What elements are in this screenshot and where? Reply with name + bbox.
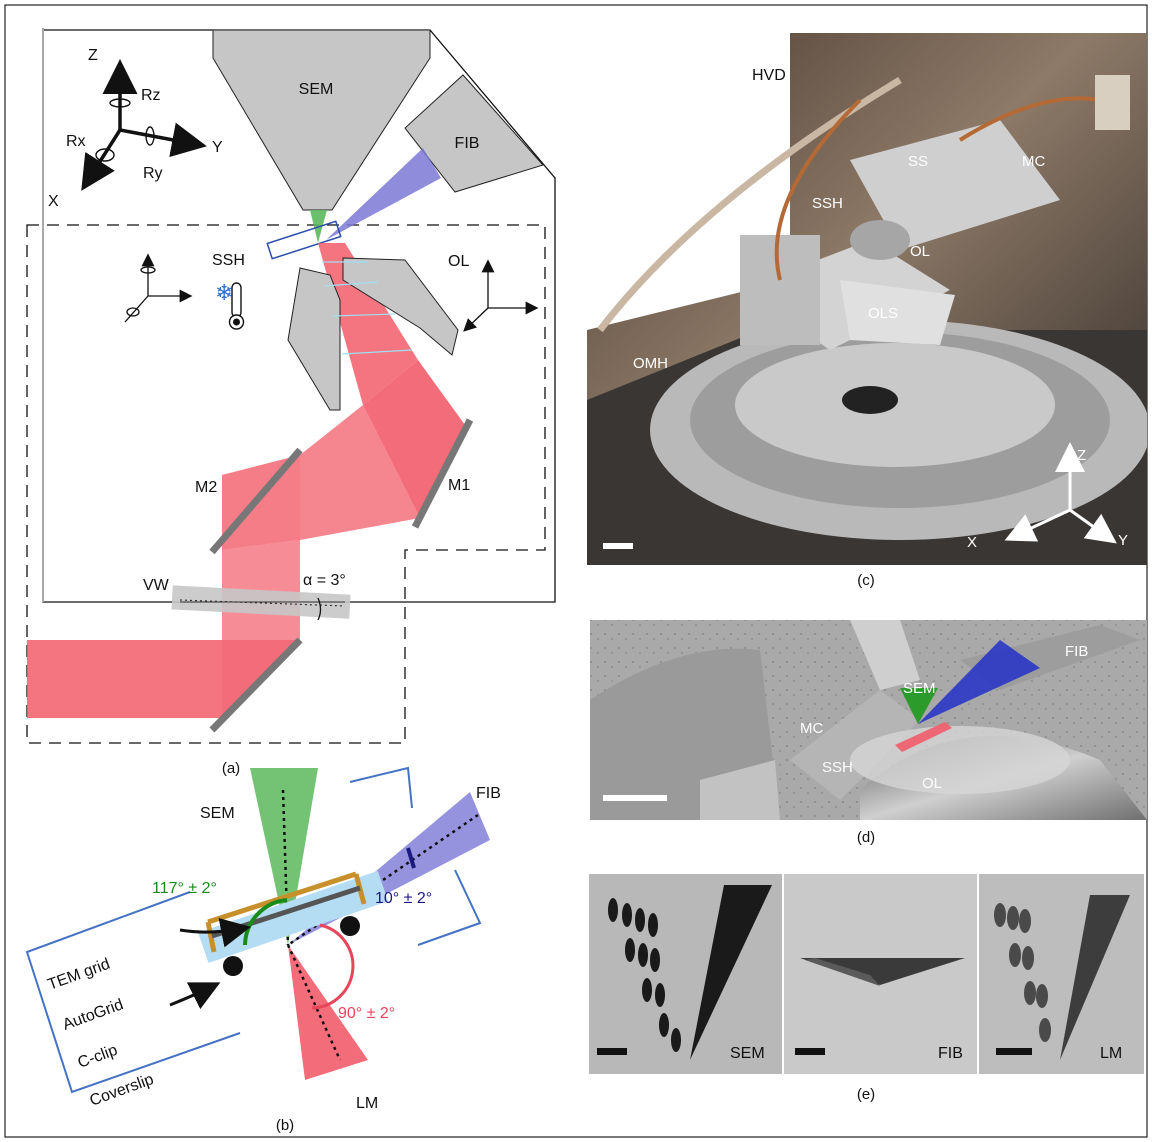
c-hvd-label: HVD	[752, 67, 786, 84]
autogrid-label: AutoGrid	[61, 996, 126, 1034]
sem-axis-dotted	[281, 789, 290, 946]
m1-label: M1	[448, 477, 470, 494]
axis-x-label: X	[48, 193, 59, 210]
b-sem-label: SEM	[200, 805, 235, 822]
e-tile-fib: FIB	[784, 874, 977, 1074]
c-ols-label: OLS	[868, 305, 898, 322]
e-sem-label: SEM	[730, 1045, 765, 1062]
d-sem-label: SEM	[903, 680, 936, 697]
panel-c-photo: Z X Y HVD SS MC SSH OL OLS OMH (c)	[587, 33, 1147, 589]
e-lm-label: LM	[1100, 1045, 1122, 1062]
stage-dashed-region	[26, 224, 546, 744]
axis-y-label: Y	[212, 139, 223, 156]
outer-frame	[4, 4, 1148, 1138]
cclip-left	[223, 956, 243, 976]
ssh-triad	[124, 253, 193, 323]
c-ss-label: SS	[908, 153, 928, 170]
m2-label: M2	[195, 479, 217, 496]
ol-triad	[463, 259, 539, 332]
axis-ry-label: Ry	[143, 165, 163, 182]
caption-c: (c)	[857, 572, 875, 589]
cclip-label: C-clip	[76, 1042, 120, 1072]
mirror-m1	[411, 418, 474, 529]
d-fib-label: FIB	[1065, 643, 1088, 660]
axis-triad-main: Z Y X Rz Rx Ry	[48, 47, 223, 210]
e-tile-lm: LM	[979, 874, 1144, 1074]
laser-path	[27, 243, 465, 718]
caption-b: (b)	[276, 1117, 294, 1134]
sample-holder-box	[266, 220, 342, 260]
d-lm-spot	[895, 722, 952, 752]
lens-lines	[322, 261, 413, 355]
angle-117-label: 117° ± 2°	[152, 880, 217, 897]
c-axis-y: Y	[1118, 532, 1128, 549]
panel-d-photo: SEM FIB MC SSH OL (d)	[590, 620, 1147, 846]
arc-90	[311, 923, 355, 1010]
blue-bracket-frame	[25, 766, 482, 1094]
panel-b: SEM FIB LM 117° ± 2° 10° ± 2° 90° ± 2° T…	[25, 766, 501, 1134]
fib-label: FIB	[455, 135, 480, 152]
axis-z-label: Z	[88, 47, 98, 64]
lm-cone	[288, 945, 368, 1080]
ssh-label: SSH	[212, 252, 245, 269]
angle-90-label: 90° ± 2°	[338, 1005, 395, 1022]
d-fib-cone	[918, 640, 1040, 724]
angle-10-label: 10° ± 2°	[375, 890, 432, 907]
snowflake-icon: ❄	[215, 281, 233, 306]
c-axis-x: X	[967, 534, 977, 551]
c-mc-label: MC	[1022, 153, 1045, 170]
sem-cone	[250, 768, 318, 945]
axis-rx-label: Rx	[66, 133, 86, 150]
panel-e: SEM FIB LM (e)	[589, 874, 1144, 1103]
alpha-label: α = 3°	[303, 572, 346, 589]
b-lm-label: LM	[356, 1095, 378, 1112]
ol-label: OL	[448, 253, 469, 270]
cclip-right	[340, 916, 360, 936]
mirror-m2	[209, 447, 303, 555]
d-ssh-label: SSH	[822, 759, 853, 776]
c-ol-label: OL	[910, 243, 930, 260]
vw-label: VW	[143, 577, 170, 594]
axis-rz-label: Rz	[141, 87, 161, 104]
coverslip-label: Coverslip	[88, 1071, 157, 1110]
caption-d: (d)	[857, 829, 875, 846]
fib-column	[404, 74, 544, 193]
e-tile-sem: SEM	[589, 874, 782, 1074]
d-mc-label: MC	[800, 720, 823, 737]
thermometer-icon	[228, 282, 245, 330]
lm-axis-dotted	[286, 944, 342, 1061]
fib-beam	[326, 148, 441, 240]
mirror-lower	[209, 637, 303, 733]
d-ol-label: OL	[922, 775, 942, 792]
panel-a: SEM FIB M1	[26, 28, 556, 777]
b-fib-label: FIB	[476, 785, 501, 802]
c-ssh-label: SSH	[812, 195, 843, 212]
sem-label: SEM	[299, 81, 334, 98]
c-omh-label: OMH	[633, 355, 668, 372]
e-fib-label: FIB	[938, 1045, 963, 1062]
caption-a: (a)	[222, 760, 240, 777]
tem-grid-label: TEM grid	[46, 956, 113, 994]
photo-c-axes: Z X Y	[967, 442, 1128, 551]
caption-e: (e)	[857, 1086, 875, 1103]
objective-lens-left	[287, 267, 341, 411]
sem-column	[212, 29, 431, 211]
c-axis-z: Z	[1077, 447, 1086, 464]
d-sem-cone	[900, 688, 938, 724]
